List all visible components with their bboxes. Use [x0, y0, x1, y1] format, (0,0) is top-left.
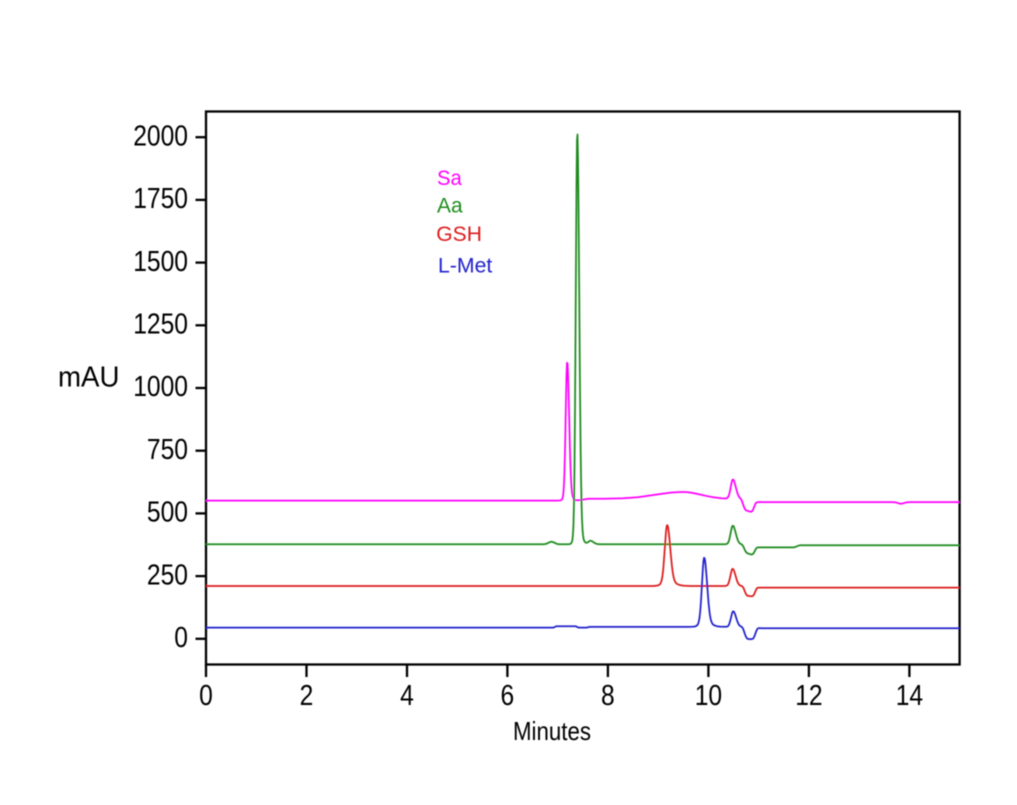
- svg-text:12: 12: [795, 680, 822, 712]
- svg-text:2000: 2000: [133, 120, 188, 152]
- svg-text:8: 8: [601, 680, 615, 712]
- svg-text:10: 10: [695, 680, 722, 712]
- svg-text:500: 500: [147, 497, 188, 529]
- svg-text:750: 750: [147, 434, 188, 466]
- svg-text:6: 6: [501, 680, 515, 712]
- svg-text:0: 0: [174, 622, 188, 654]
- svg-text:4: 4: [400, 680, 414, 712]
- svg-text:250: 250: [147, 559, 188, 591]
- svg-text:Aa: Aa: [437, 193, 463, 217]
- svg-text:1000: 1000: [133, 371, 188, 403]
- svg-text:0: 0: [199, 680, 213, 712]
- svg-text:2: 2: [300, 680, 314, 712]
- svg-text:1500: 1500: [133, 246, 188, 278]
- svg-text:GSH: GSH: [436, 222, 482, 246]
- svg-text:1250: 1250: [133, 309, 188, 341]
- svg-text:mAU: mAU: [58, 362, 120, 394]
- svg-text:Sa: Sa: [437, 166, 462, 190]
- svg-text:Minutes: Minutes: [513, 716, 591, 746]
- svg-text:1750: 1750: [133, 183, 188, 215]
- svg-text:L-Met: L-Met: [438, 254, 492, 278]
- svg-text:14: 14: [896, 680, 923, 712]
